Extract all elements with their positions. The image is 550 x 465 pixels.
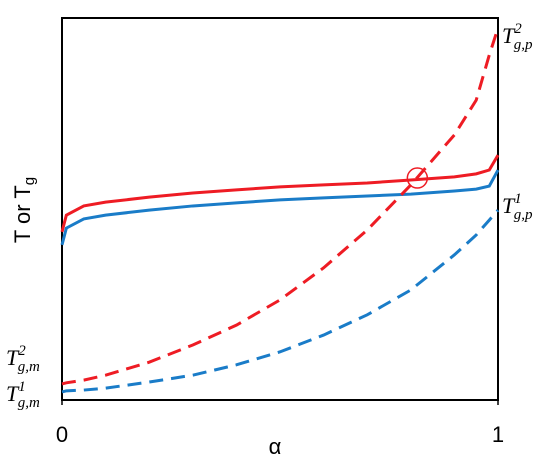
annotation: T1 g,p [502, 191, 533, 223]
annotation: T2 g,m [6, 343, 40, 375]
x-tick-label: 1 [492, 422, 504, 447]
intersection-marker [406, 167, 429, 189]
line-series [60, 154, 500, 233]
x-axis-label: α [269, 434, 282, 459]
annotation-sup: 1 [18, 379, 26, 395]
annotation-sub: g,p [514, 207, 533, 223]
annotation: T1 g,m [6, 379, 40, 411]
line-series [61, 209, 500, 394]
annotation-base: T [6, 381, 20, 406]
annotation-sub: g,p [514, 37, 533, 53]
annotation-sub: g,m [18, 395, 40, 411]
annotation-base: T [502, 193, 516, 218]
line-series [61, 27, 500, 386]
annotation-base: T [502, 23, 516, 48]
annotation: T2 g,p [502, 21, 533, 53]
annotation-sup: 1 [514, 191, 522, 207]
annotation-base: T [6, 345, 20, 370]
y-axis-label: T or Tg [10, 177, 38, 243]
annotation-sup: 2 [18, 343, 26, 359]
x-tick-label: 0 [56, 422, 68, 447]
line-series [60, 169, 500, 246]
plot-frame [61, 17, 499, 401]
annotation-sub: g,m [18, 359, 40, 375]
annotation-sup: 2 [514, 21, 522, 37]
